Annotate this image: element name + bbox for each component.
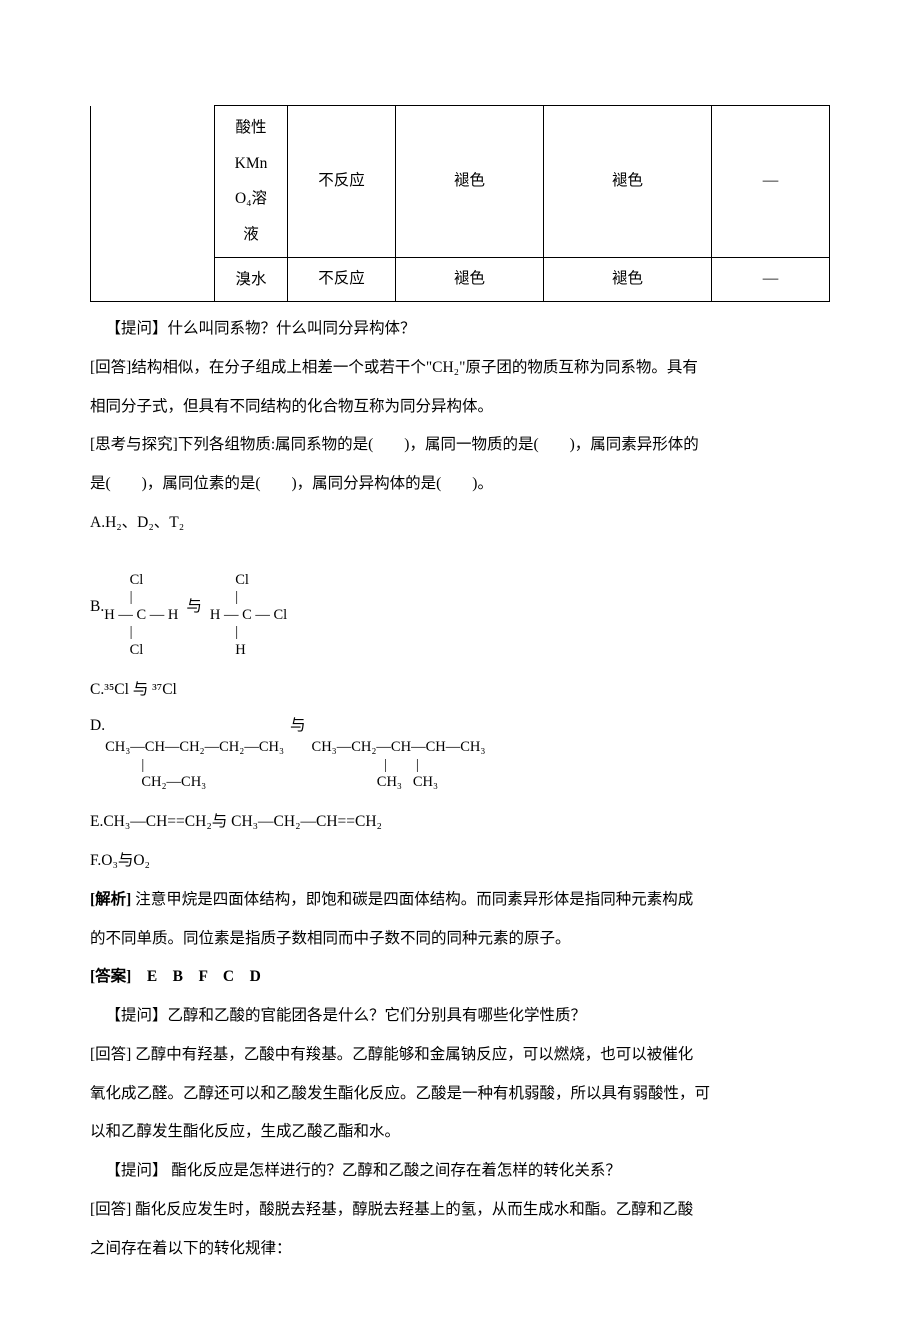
question-2: 【提问】乙醇和乙酸的官能团各是什么？它们分别具有哪些化学性质？	[90, 997, 830, 1036]
table-cell: 不反应	[288, 257, 396, 302]
table-cell: 不反应	[288, 106, 396, 258]
label-line: 液	[243, 226, 259, 243]
answer-2-line: [回答] 乙醇中有羟基，乙酸中有羧基。乙醇能够和金属钠反应，可以燃烧，也可以被催…	[90, 1036, 830, 1075]
label-line: 溴水	[235, 271, 266, 288]
table-cell: 褪色	[544, 106, 712, 258]
answer-3-line: 之间存在着以下的转化规律：	[90, 1230, 830, 1269]
option-d-prefix: D.	[90, 716, 105, 736]
structure-b2: Cl |H — C — Cl | H	[210, 555, 287, 659]
answer-label: [答案] E B F C D	[90, 968, 261, 985]
option-d: D. CH₃—CH—CH₂—CH₂—CH₃ | CH₂—CH₃ 与 CH₃—CH…	[90, 716, 830, 798]
label-line: O₄溶	[235, 190, 267, 207]
structure-d1: CH₃—CH—CH₂—CH₂—CH₃ | CH₂—CH₃	[105, 722, 284, 792]
table-cell: 褪色	[544, 257, 712, 302]
answer-1-line: 相同分子式，但具有不同结构的化合物互称为同分异构体。	[90, 388, 830, 427]
table-cell: 褪色	[396, 257, 544, 302]
think-line: [思考与探究]下列各组物质:属同系物的是( )，属同一物质的是( )，属同素异形…	[90, 426, 830, 465]
table-cell: —	[712, 257, 830, 302]
reaction-table: 酸性 KMn O₄溶 液 不反应 褪色 褪色 — 溴水 不反应 褪色 褪色 —	[90, 105, 830, 302]
question-1: 【提问】什么叫同系物？什么叫同分异构体？	[90, 310, 830, 349]
answer-2-line: 以和乙醇发生酯化反应，生成乙酸乙酯和水。	[90, 1113, 830, 1152]
option-c: C.³⁵Cl 与 ³⁷Cl	[90, 671, 830, 710]
option-b: B. Cl |H — C — H | Cl 与 Cl |H — C — Cl |…	[90, 549, 830, 665]
option-f: F.O₃与O₂	[90, 842, 830, 881]
answer-3-line: [回答] 酯化反应发生时，酸脱去羟基，醇脱去羟基上的氢，从而生成水和酯。乙醇和乙…	[90, 1191, 830, 1230]
answer-2-line: 氧化成乙醛。乙醇还可以和乙酸发生酯化反应。乙酸是一种有机弱酸，所以具有弱酸性，可	[90, 1075, 830, 1114]
question-3: 【提问】 酯化反应是怎样进行的？乙醇和乙酸之间存在着怎样的转化关系？	[90, 1152, 830, 1191]
structure-b1: Cl |H — C — H | Cl	[104, 555, 178, 659]
answer-1-line: [回答]结构相似，在分子组成上相差一个或若干个"CH₂"原子团的物质互称为同系物…	[90, 349, 830, 388]
structure-d2: CH₃—CH₂—CH—CH—CH₃ | | CH₃ CH₃	[312, 722, 486, 792]
analysis-text: 注意甲烷是四面体结构，即饱和碳是四面体结构。而同素异形体是指同种元素构成	[131, 891, 693, 908]
think-line: 是( )，属同位素的是( )，属同分异构体的是( )。	[90, 465, 830, 504]
table-cell: —	[712, 106, 830, 258]
analysis-label: [解析]	[90, 891, 131, 908]
label-line: 酸性	[235, 119, 266, 136]
table-cell: 褪色	[396, 106, 544, 258]
analysis-line: [解析] 注意甲烷是四面体结构，即饱和碳是四面体结构。而同素异形体是指同种元素构…	[90, 881, 830, 920]
table-blank-cell	[91, 106, 215, 302]
row-label: 酸性 KMn O₄溶 液	[215, 106, 288, 258]
option-b-yu: 与	[186, 597, 202, 616]
row-label: 溴水	[215, 257, 288, 302]
option-b-prefix: B.	[90, 597, 104, 616]
option-d-yu: 与	[290, 716, 306, 736]
option-e: E.CH₃—CH==CH₂与 CH₃—CH₂—CH==CH₂	[90, 803, 830, 842]
analysis-line: 的不同单质。同位素是指质子数相同而中子数不同的同种元素的原子。	[90, 920, 830, 959]
answer-line: [答案] E B F C D	[90, 958, 830, 997]
option-a: A.H₂、D₂、T₂	[90, 504, 830, 543]
label-line: KMn	[235, 155, 268, 172]
